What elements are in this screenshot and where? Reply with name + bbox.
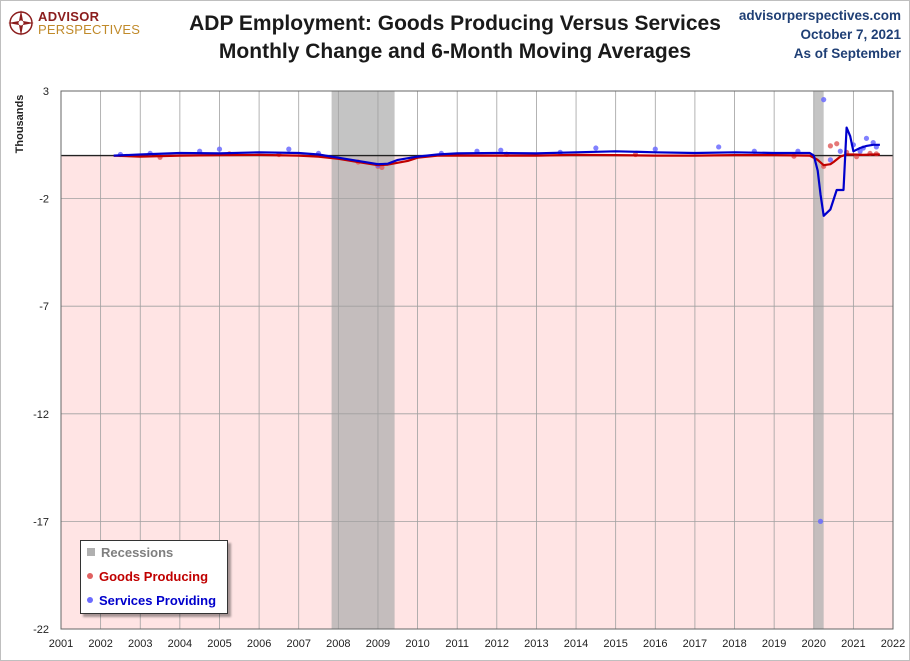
- y-axis-label: Thousands: [14, 95, 26, 154]
- positive-band: [61, 91, 893, 156]
- series-line-0: [113, 153, 880, 167]
- series-3-point-11: [593, 145, 599, 151]
- compass-logo-icon: [8, 10, 34, 36]
- goods-dot-icon: [87, 573, 93, 579]
- legend-item-goods: Goods Producing: [87, 566, 208, 586]
- tick-labels: 2001 2002 2003 2004 2005 2006 2007 2008 2009 2010…: [33, 86, 905, 650]
- y-tick-label--7: -7: [39, 301, 49, 313]
- series-2-point-10: [827, 143, 834, 149]
- title-line-1: ADP Employment: Goods Producing Versus S…: [189, 12, 721, 35]
- legend-recessions-label: Recessions: [101, 544, 174, 560]
- source-info: advisorperspectives.com October 7, 2021 …: [739, 6, 901, 63]
- x-tick-label-2006: 2006: [247, 638, 271, 650]
- series-3-point-4: [286, 146, 292, 152]
- x-tick-label-2013: 2013: [524, 638, 548, 650]
- x-tick-label-2001: 2001: [49, 638, 73, 650]
- x-tick-label-2008: 2008: [326, 638, 350, 650]
- x-tick-label-2009: 2009: [366, 638, 390, 650]
- x-tick-label-2005: 2005: [207, 638, 231, 650]
- series-3-point-12: [652, 146, 658, 152]
- x-tick-label-2022: 2022: [881, 638, 905, 650]
- x-tick-label-2002: 2002: [88, 638, 112, 650]
- chart-title: ADP Employment: Goods Producing Versus S…: [160, 10, 750, 66]
- y-tick-label-3: 3: [43, 86, 49, 98]
- y-tick-label--12: -12: [33, 409, 49, 421]
- x-tick-label-2018: 2018: [722, 638, 746, 650]
- x-tick-label-2017: 2017: [683, 638, 707, 650]
- x-tick-label-2021: 2021: [841, 638, 865, 650]
- recession-swatch-icon: [87, 548, 95, 556]
- recession-band-1: [813, 91, 824, 629]
- y-tick-label--22: -22: [33, 624, 49, 636]
- x-tick-label-2016: 2016: [643, 638, 667, 650]
- series-3-point-23: [863, 135, 870, 141]
- recession-band-0: [331, 91, 395, 629]
- series-3-point-9: [498, 147, 504, 153]
- legend-goods-label: Goods Producing: [99, 568, 209, 584]
- x-tick-label-2010: 2010: [405, 638, 429, 650]
- legend-services-label: Services Providing: [99, 592, 217, 608]
- x-tick-label-2015: 2015: [603, 638, 627, 650]
- x-tick-label-2020: 2020: [802, 638, 826, 650]
- legend-item-recessions: Recessions: [87, 542, 173, 562]
- series-lines: [113, 126, 880, 217]
- x-tick-label-2014: 2014: [564, 638, 588, 650]
- x-tick-label-2011: 2011: [445, 638, 469, 650]
- series-3-point-13: [716, 144, 722, 150]
- legend-item-services: Services Providing: [87, 590, 216, 610]
- x-tick-label-2019: 2019: [762, 638, 786, 650]
- plot-border: [60, 90, 894, 630]
- y-tick-label--2: -2: [39, 194, 49, 206]
- series-3-point-21: [857, 148, 863, 154]
- x-tick-label-2004: 2004: [168, 638, 192, 650]
- services-dot-icon: [87, 597, 93, 603]
- x-tick-label-2007: 2007: [286, 638, 310, 650]
- legend: Recessions Goods Producing Services Prov…: [80, 540, 228, 614]
- publish-date: October 7, 2021: [800, 27, 901, 42]
- logo-line-1: ADVISOR: [38, 9, 100, 24]
- series-line-1: [113, 126, 880, 217]
- series-3-point-3: [216, 146, 223, 152]
- x-tick-label-2012: 2012: [485, 638, 509, 650]
- title-line-2: Monthly Change and 6-Month Moving Averag…: [218, 40, 692, 63]
- recession-shading: [331, 91, 824, 629]
- advisor-perspectives-logo: ADVISOR PERSPECTIVES: [6, 6, 166, 40]
- x-tick-label-2003: 2003: [128, 638, 152, 650]
- series-3-point-19: [837, 148, 843, 154]
- as-of-label: As of September: [793, 46, 901, 61]
- logo-line-2: PERSPECTIVES: [38, 22, 141, 37]
- series-3-point-17: [821, 97, 827, 103]
- source-site: advisorperspectives.com: [738, 8, 901, 23]
- series-3-point-16: [817, 518, 824, 525]
- series-3-point-18: [827, 157, 834, 163]
- axes: [60, 90, 894, 630]
- y-tick-label--17: -17: [33, 516, 49, 528]
- series-2-point-11: [834, 141, 840, 147]
